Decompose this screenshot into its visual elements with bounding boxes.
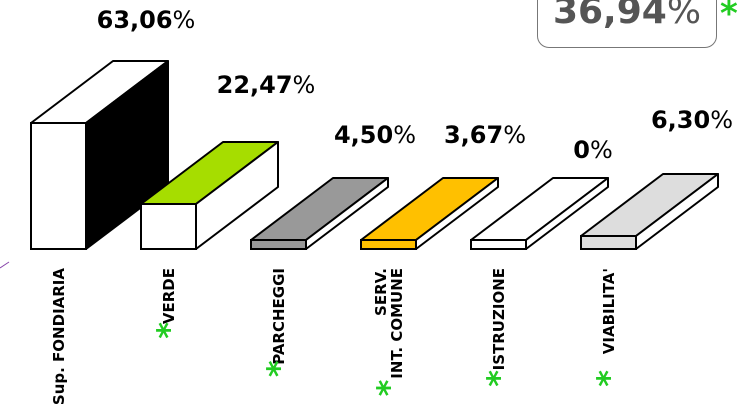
category-label-line: INT. COMUNE xyxy=(388,268,406,379)
value-label-number: 22,47 xyxy=(217,71,293,99)
bar-front-face xyxy=(470,239,527,250)
value-label-unit: % xyxy=(503,121,526,149)
value-label-number: 4,50 xyxy=(334,121,393,149)
total-percentage-box: 36,94% xyxy=(537,0,717,48)
value-label-unit: % xyxy=(173,6,196,34)
category-label-verde: VERDE* xyxy=(150,268,188,339)
decorative-mark xyxy=(0,261,10,269)
category-label-line: ISTRUZIONE xyxy=(490,268,508,370)
value-label-istruzione: 0% xyxy=(573,136,613,164)
value-label-verde: 22,47% xyxy=(217,71,316,99)
category-label-line: VERDE xyxy=(160,268,178,324)
bar-serv-int-comune xyxy=(360,177,499,250)
total-percentage-value: 36,94% xyxy=(538,0,716,32)
value-label-number: 6,30 xyxy=(651,106,710,134)
bar-front-face xyxy=(250,239,307,250)
total-value-unit: % xyxy=(666,0,702,32)
bar-front-face xyxy=(30,122,87,250)
bar-parcheggi xyxy=(250,177,389,250)
category-label-parcheggi: PARCHEGGI* xyxy=(260,268,298,377)
value-label-unit: % xyxy=(393,121,416,149)
category-label-serv-int-comune: SERV.INT. COMUNE* xyxy=(370,268,408,396)
bar-front-face xyxy=(580,235,637,250)
value-label-unit: % xyxy=(710,106,733,134)
value-label-serv-int-comune: 3,67% xyxy=(444,121,526,149)
bar-istruzione xyxy=(470,177,609,250)
total-asterisk-icon: * xyxy=(720,0,738,34)
value-label-parcheggi: 4,50% xyxy=(334,121,416,149)
value-label-unit: % xyxy=(590,136,613,164)
category-label-line: PARCHEGGI xyxy=(270,268,288,365)
value-label-viabilita: 6,30% xyxy=(651,106,733,134)
category-label-sup-fondiaria: Sup. FONDIARIA xyxy=(50,268,68,405)
bar-viabilita xyxy=(580,173,719,250)
value-label-sup-fondiaria: 63,06% xyxy=(97,6,196,34)
bar-verde xyxy=(140,141,279,250)
asterisk-icon: * xyxy=(150,322,188,339)
category-label-line: Sup. FONDIARIA xyxy=(50,268,68,405)
category-label-istruzione: ISTRUZIONE* xyxy=(480,268,518,387)
value-label-number: 3,67 xyxy=(444,121,503,149)
value-label-unit: % xyxy=(293,71,316,99)
category-label-line: VIABILITA' xyxy=(600,268,618,354)
asterisk-icon: * xyxy=(260,360,298,377)
value-label-number: 63,06 xyxy=(97,6,173,34)
asterisk-icon: * xyxy=(370,379,408,396)
bar-front-face xyxy=(140,203,197,250)
bar-front-face xyxy=(360,239,417,250)
value-label-number: 0 xyxy=(573,136,590,164)
category-label-viabilita: VIABILITA' * xyxy=(590,268,628,387)
total-value-number: 36,94 xyxy=(552,0,667,32)
category-label-line: SERV. xyxy=(372,268,390,316)
asterisk-icon: * xyxy=(590,370,628,387)
asterisk-icon: * xyxy=(480,370,518,387)
